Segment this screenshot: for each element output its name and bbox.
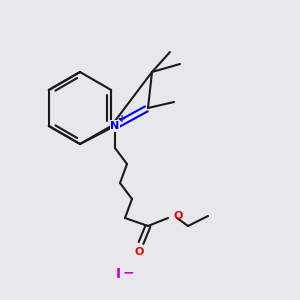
Text: O: O [173, 211, 182, 221]
Text: I: I [116, 267, 121, 281]
Text: +: + [118, 114, 126, 124]
Text: N: N [110, 121, 120, 131]
Text: −: − [122, 265, 134, 279]
Text: O: O [134, 247, 144, 257]
